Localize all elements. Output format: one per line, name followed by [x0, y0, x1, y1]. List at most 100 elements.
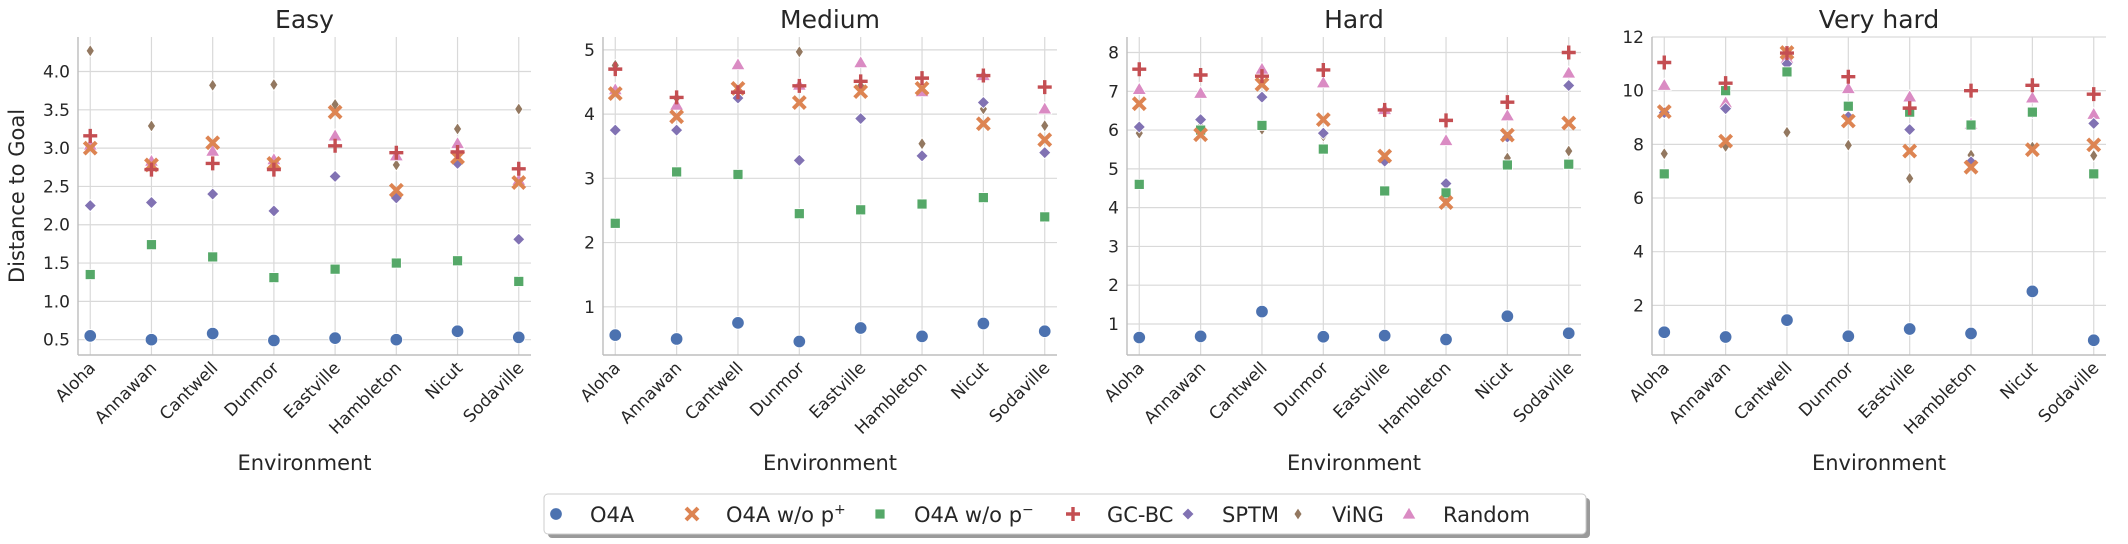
- legend-label: ViNG: [1332, 503, 1384, 527]
- x-tick-label: Annawan: [1665, 358, 1735, 428]
- data-point: [327, 104, 343, 120]
- x-tick-label: Nicut: [1471, 358, 1517, 404]
- data-point: [1377, 102, 1392, 117]
- data-point: [855, 204, 867, 216]
- data-point: [669, 332, 684, 346]
- legend-item: O4A w/o p+: [684, 502, 846, 527]
- legend-label: Random: [1443, 503, 1530, 527]
- data-point: [1315, 112, 1331, 128]
- legend-label: SPTM: [1222, 503, 1279, 527]
- data-point: [1317, 143, 1329, 155]
- data-point: [144, 332, 159, 347]
- data-point: [2086, 87, 2101, 102]
- data-point: [1038, 146, 1052, 160]
- x-tick-label: Nicut: [422, 358, 468, 404]
- y-tick-label: 4: [1633, 243, 1644, 263]
- series-o4a-w-o-p-minus: [84, 239, 525, 287]
- data-point: [329, 263, 341, 275]
- series-o4a: [1132, 304, 1576, 347]
- legend-item: O4A: [549, 503, 635, 527]
- data-point: [916, 198, 928, 210]
- x-axis-title: Environment: [1812, 451, 1946, 475]
- data-point: [1656, 104, 1672, 120]
- data-point: [2086, 333, 2101, 347]
- data-point: [328, 169, 342, 184]
- data-point: [513, 276, 525, 287]
- data-point: [1193, 68, 1208, 83]
- data-point: [84, 269, 96, 280]
- data-point: [328, 138, 343, 153]
- panel-title: Very hard: [1819, 5, 1939, 34]
- data-point: [1255, 304, 1269, 319]
- data-point: [976, 316, 991, 331]
- y-tick-label: 1: [1108, 315, 1119, 335]
- data-point: [1316, 62, 1331, 77]
- data-point: [85, 44, 95, 58]
- data-point: [1254, 76, 1270, 92]
- data-point: [1902, 322, 1917, 336]
- data-point: [208, 78, 218, 92]
- panel-easy: 0.5 1.0 1.5 2.0 2.5 3.0 3.5 4.0 AlohaAnnawanCant…: [43, 5, 531, 475]
- legend-marker: [549, 507, 563, 521]
- data-point: [1438, 132, 1454, 146]
- data-point: [1563, 158, 1575, 170]
- y-tick-label: 3.0: [43, 139, 70, 159]
- gridlines: [78, 37, 531, 355]
- x-tick-label: Cantwell: [1205, 358, 1271, 424]
- data-point: [1439, 113, 1454, 128]
- data-point: [2025, 78, 2040, 93]
- data-point: [206, 187, 220, 201]
- data-point: [670, 123, 684, 137]
- data-point: [730, 85, 745, 100]
- data-point: [82, 140, 98, 156]
- x-tick-label: Dunmor: [1795, 358, 1858, 421]
- x-axis-title: Environment: [1287, 451, 1421, 475]
- x-tick-label: Sodaville: [1510, 358, 1579, 427]
- data-point: [917, 137, 927, 151]
- panel-medium: 1 2 3 4 5 AlohaAnnawanCantwellDunmorEastville…: [577, 5, 1057, 475]
- series-gc-bc: [608, 62, 1052, 105]
- y-tick-label: 2: [584, 234, 595, 254]
- x-tick-label: Eastville: [1330, 358, 1395, 423]
- data-point: [1316, 126, 1330, 140]
- legend-item: ViNG: [1293, 503, 1384, 527]
- data-point: [1561, 45, 1576, 60]
- x-tick-label: Annawan: [616, 358, 686, 428]
- data-point: [1902, 101, 1917, 116]
- x-axis-title: Environment: [763, 451, 897, 475]
- series-o4a-w-o-p-plus: [1656, 45, 2102, 175]
- x-tick-label: Cantwell: [156, 358, 222, 424]
- data-point: [1037, 80, 1052, 95]
- y-tick-label: 3: [1108, 237, 1119, 257]
- gridlines: [603, 37, 1057, 355]
- x-tick-label: Annawan: [91, 358, 161, 428]
- data-point: [452, 255, 463, 267]
- data-point: [146, 239, 157, 251]
- data-point: [2025, 284, 2040, 299]
- data-point: [1719, 102, 1733, 116]
- data-point: [388, 182, 404, 198]
- data-point: [204, 143, 221, 157]
- data-point: [1039, 211, 1051, 223]
- data-point: [914, 80, 930, 96]
- x-tick-label: Sodaville: [460, 358, 529, 427]
- data-point: [83, 199, 97, 213]
- series-gc-bc: [1132, 45, 1576, 128]
- data-point: [794, 45, 804, 59]
- data-point: [2024, 142, 2040, 158]
- data-point: [1500, 95, 1515, 110]
- data-point: [144, 195, 159, 210]
- x-tick-label: Eastville: [806, 358, 871, 423]
- legend: O4A O4A w/o p+ O4A w/o p− GC-BC SPTM ViNG Rand…: [543, 493, 1590, 538]
- legend-label: GC-BC: [1107, 503, 1173, 527]
- data-point: [144, 162, 159, 177]
- data-point: [1379, 185, 1391, 197]
- series-ving: [85, 44, 524, 172]
- data-point: [1964, 83, 1979, 98]
- data-point: [1782, 125, 1792, 139]
- data-point: [328, 331, 342, 345]
- data-point: [854, 112, 868, 126]
- y-tick-label: 8: [1633, 135, 1644, 155]
- data-point: [1781, 66, 1793, 78]
- legend-item: SPTM: [1181, 503, 1279, 527]
